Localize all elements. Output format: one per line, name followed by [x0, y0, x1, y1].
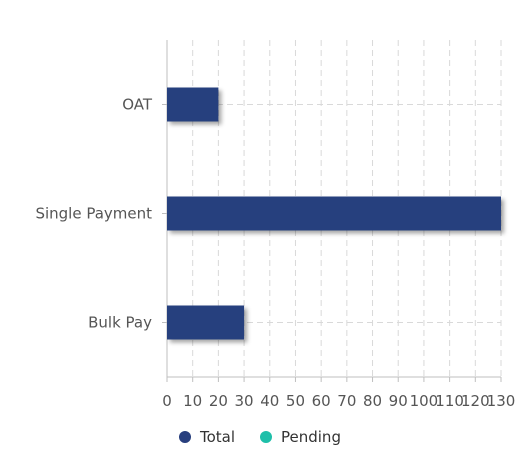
bar-bulk-pay[interactable] [167, 305, 245, 340]
x-tick-label: 100 [410, 392, 439, 410]
category-label: Single Payment [35, 205, 152, 223]
x-tick-label: 0 [162, 392, 172, 410]
x-tick-label: 90 [389, 392, 408, 410]
x-tick-label: 60 [312, 392, 331, 410]
x-tick-label: 10 [183, 392, 202, 410]
legend-marker-total [179, 431, 191, 443]
x-tick-label: 30 [235, 392, 254, 410]
legend-label: Total [199, 428, 235, 446]
x-tick-label: 130 [487, 392, 516, 410]
legend[interactable]: Total Pending [179, 428, 341, 446]
legend-item-total[interactable]: Total [179, 428, 235, 446]
bar-single-payment[interactable] [167, 196, 501, 231]
x-tick-label: 20 [209, 392, 228, 410]
legend-label: Pending [281, 428, 341, 446]
legend-marker-pending [260, 431, 272, 443]
x-tick-label: 40 [260, 392, 279, 410]
x-tick-label: 50 [286, 392, 305, 410]
bars [167, 87, 501, 340]
x-tick-label: 120 [461, 392, 490, 410]
x-tick-label: 70 [337, 392, 356, 410]
category-label: OAT [122, 96, 153, 114]
category-label: Bulk Pay [88, 314, 152, 332]
x-tick-label: 110 [435, 392, 464, 410]
x-tick-label: 80 [363, 392, 382, 410]
legend-item-pending[interactable]: Pending [260, 428, 341, 446]
bar-oat[interactable] [167, 87, 219, 122]
